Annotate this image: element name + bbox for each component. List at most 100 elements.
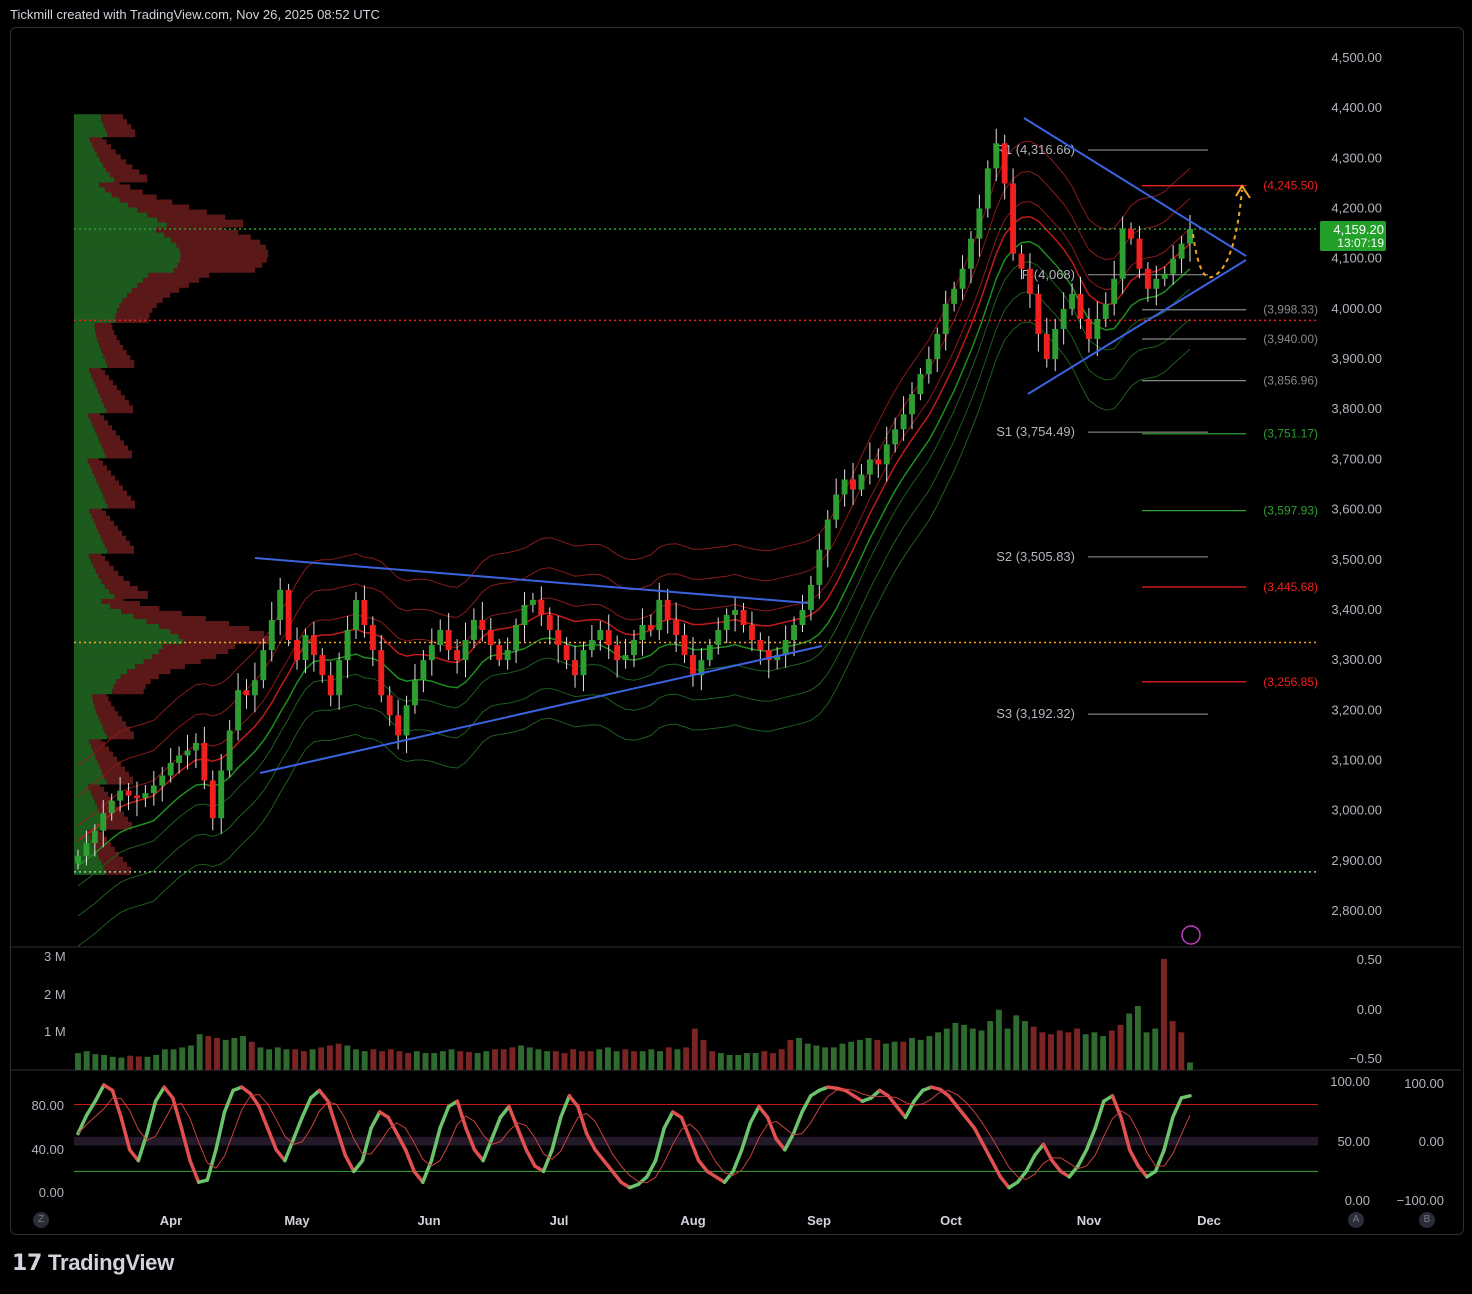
volume-profile-bar-up: [74, 440, 102, 449]
volume-profile-bar-down: [88, 736, 102, 745]
zoom-reset-button[interactable]: Z: [33, 1212, 49, 1228]
volume-profile-bar-up: [74, 455, 88, 464]
volume-profile-bar-down: [99, 761, 121, 770]
candle-body: [91, 830, 98, 844]
osc-segment: [740, 1121, 753, 1152]
volume-profile-bar-down: [98, 851, 119, 860]
volume-profile-bar-up: [74, 600, 111, 609]
osc-segment: [360, 1126, 373, 1163]
candle-body: [597, 630, 604, 641]
osc-segment: [1153, 1148, 1166, 1174]
candle-body: [1043, 333, 1050, 360]
volume-bar: [1004, 1028, 1011, 1070]
volume-bar: [370, 1049, 377, 1070]
osc-segment: [76, 1113, 89, 1136]
volume-profile-bar-up: [74, 169, 110, 178]
target-label: (3,751.17): [1263, 427, 1318, 441]
volume-profile-bar-up: [74, 214, 158, 223]
volume-bar: [743, 1053, 750, 1070]
candle-body: [1010, 183, 1017, 254]
volume-profile-bar-up: [74, 731, 108, 740]
volume-profile-bar-down: [97, 801, 116, 810]
candle-body: [664, 599, 671, 620]
osc-segment: [214, 1110, 227, 1152]
log-scale-button[interactable]: B: [1419, 1212, 1435, 1228]
osc-segment: [886, 1094, 899, 1109]
month-tick-label: Dec: [1197, 1213, 1221, 1228]
triangle-upper-line-1: [254, 557, 809, 604]
volume-profile-bar-up: [74, 836, 93, 845]
volume-profile-bar-up: [74, 751, 96, 760]
volume-bar: [648, 1049, 655, 1070]
volume-bar: [639, 1051, 646, 1070]
volume-bar: [1048, 1034, 1054, 1070]
osc-segment: [912, 1088, 925, 1103]
volume-bar: [170, 1049, 177, 1070]
candle-body: [251, 680, 258, 696]
volume-bar: [1065, 1032, 1072, 1070]
volume-profile-bar-down: [93, 746, 110, 755]
volume-profile-bar-down: [89, 505, 102, 514]
volume-profile-bar-down: [122, 294, 163, 303]
osc-segment: [998, 1175, 1011, 1190]
volume-bar: [604, 1047, 611, 1070]
volume-profile-bar-up: [74, 395, 103, 404]
volume-profile-bar-down: [95, 380, 114, 389]
candle-body: [858, 474, 865, 490]
candle-body: [572, 660, 578, 676]
chart-frame[interactable]: [10, 27, 1464, 1235]
volume-bar: [144, 1056, 151, 1070]
candle-body: [892, 429, 899, 445]
osc-segment: [472, 1148, 485, 1163]
month-tick-label: Jun: [417, 1213, 440, 1228]
volume-profile-bar-up: [74, 209, 148, 218]
candle-body: [1153, 278, 1160, 289]
volume-bar: [413, 1051, 420, 1070]
volume-profile-bar-down: [100, 716, 123, 725]
volume-profile-bar-up: [74, 114, 101, 123]
volume-bar: [943, 1028, 950, 1070]
volume-profile-bar-down: [107, 360, 135, 369]
volume-profile-bar-up: [74, 605, 122, 614]
candle-body: [327, 675, 334, 696]
volume-bar: [1074, 1028, 1081, 1070]
volume-profile-bar-down: [102, 159, 127, 168]
osc-mid-tick: 0.00: [1345, 1193, 1370, 1208]
osc-segment: [1093, 1099, 1106, 1130]
osc-segment: [317, 1088, 330, 1103]
volume-profile-bar-up: [74, 856, 101, 865]
triangle-upper-line-2: [1023, 117, 1247, 257]
price-tick-label: 4,200.00: [1331, 201, 1382, 216]
volume-bar: [561, 1053, 568, 1070]
auto-scale-button[interactable]: A: [1348, 1212, 1364, 1228]
volume-bar: [535, 1049, 542, 1070]
osc-segment: [145, 1099, 158, 1136]
candle-body: [782, 640, 789, 656]
volume-bar: [882, 1043, 889, 1070]
volume-profile-bar-down: [120, 671, 159, 680]
osc-segment: [93, 1083, 106, 1103]
volume-profile-bar-down: [137, 279, 189, 288]
volume-profile-bar-down: [100, 345, 124, 354]
osc-segment: [395, 1131, 408, 1152]
candle-body: [1052, 328, 1059, 360]
candle-body: [1119, 228, 1126, 279]
osc-segment: [1033, 1142, 1046, 1157]
price-tick-label: 3,100.00: [1331, 752, 1382, 767]
osc-segment: [257, 1104, 270, 1130]
volume-profile-bar-up: [74, 309, 116, 318]
volume-profile-bar-down: [100, 530, 123, 539]
volume-profile-bar-down: [94, 470, 111, 479]
osc-segment: [903, 1099, 916, 1120]
target-label: (4,245.50): [1263, 179, 1318, 193]
volume-bar: [431, 1053, 438, 1070]
volume-profile-bar-up: [74, 435, 100, 444]
volume-bar: [700, 1039, 707, 1070]
volume-bar: [1126, 1013, 1133, 1070]
volume-profile-bar-up: [74, 726, 105, 735]
volume-profile-bar-up: [74, 801, 98, 810]
osc-segment: [274, 1148, 287, 1163]
volume-bar: [309, 1049, 316, 1070]
volume-bar: [257, 1047, 264, 1070]
